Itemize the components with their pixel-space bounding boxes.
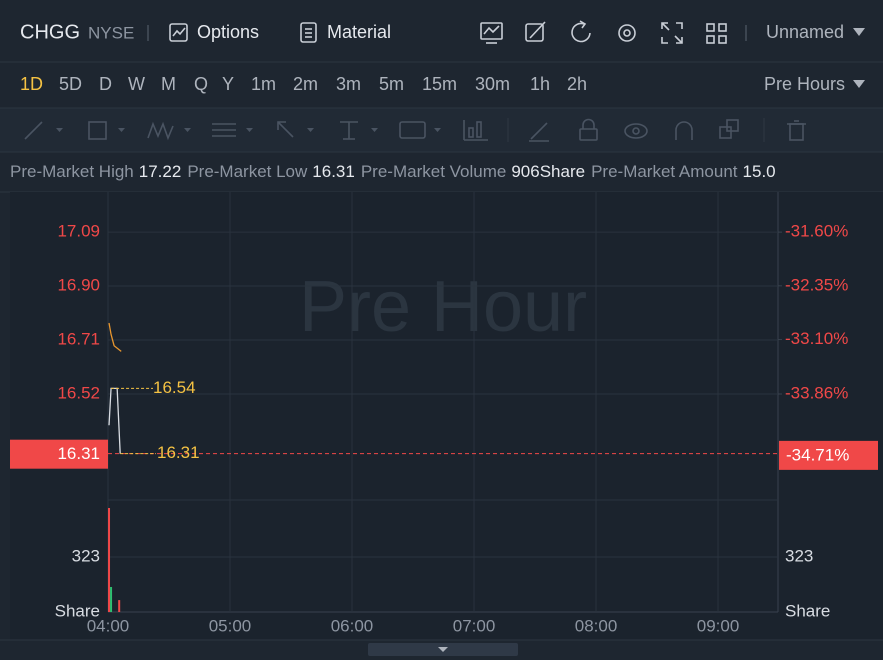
visibility-tool[interactable]	[624, 123, 648, 139]
rect-tool[interactable]	[88, 121, 125, 140]
y-tick-label: 16.52	[57, 384, 100, 403]
timeframe-button[interactable]: Q	[194, 74, 208, 94]
price-line	[108, 322, 122, 352]
x-tick-label: 09:00	[697, 616, 740, 635]
x-tick-label: 08:00	[575, 616, 618, 635]
timeframe-button[interactable]: D	[99, 74, 112, 94]
settings-icon[interactable]	[618, 24, 636, 42]
timeframe-button[interactable]: 1h	[530, 74, 550, 94]
pattern-tool[interactable]	[147, 121, 191, 141]
exchange: NYSE	[88, 23, 134, 42]
current-price-badge	[10, 439, 108, 469]
draw-icon[interactable]	[525, 21, 546, 42]
timeframe-button[interactable]: 1m	[251, 74, 276, 94]
drawing-tools	[24, 118, 806, 142]
y-tick-label: 16.71	[57, 330, 100, 349]
timeframe-button[interactable]: 3m	[336, 74, 361, 94]
timeframe-button[interactable]: M	[161, 74, 176, 94]
chart-area	[10, 192, 883, 640]
session-select[interactable]: Pre Hours	[764, 74, 845, 94]
y2-tick-label: -32.35%	[785, 275, 848, 294]
magnet-tool[interactable]	[675, 121, 693, 140]
volume-bar	[110, 586, 113, 612]
arrow-tool[interactable]	[277, 121, 314, 138]
x-tick-label: 06:00	[331, 616, 374, 635]
y2-tick-label: -33.10%	[785, 329, 848, 348]
layout-name[interactable]: Unnamed	[766, 22, 844, 42]
x-tick-label: 05:00	[209, 616, 252, 635]
line-tool[interactable]	[24, 121, 63, 140]
timeframe-button[interactable]: 5m	[379, 74, 404, 94]
volume-unit: Share	[785, 601, 830, 620]
timeframe-button[interactable]: 5D	[59, 74, 82, 94]
stat-value: 17.22	[139, 162, 182, 181]
timeframe-button[interactable]: 2m	[293, 74, 318, 94]
high-marker-label: 16.54	[153, 378, 196, 397]
stat-value: 15.0	[743, 162, 776, 181]
refresh-icon[interactable]	[571, 20, 591, 43]
volume-tick-label: 323	[785, 547, 813, 566]
dropdown-arrow[interactable]	[853, 28, 865, 36]
options-icon[interactable]	[169, 23, 188, 42]
chart: Pre Hour 04:00 05:00 06:00 07:00 08:00 09:00 17…	[10, 192, 878, 635]
stat-label: Pre-Market High	[10, 162, 134, 181]
x-tick-label: 04:00	[87, 616, 130, 635]
timeframe-row: 1D 5D D W M Q Y 1m 2m 3m 5m 15m 30m 1h 2h	[20, 74, 587, 94]
stats-row: Pre-Market High 17.22 Pre-Market Low 16.31 P…	[10, 162, 776, 181]
stat-label: Pre-Market Volume	[361, 162, 507, 181]
current-change-label: -34.71%	[786, 445, 849, 464]
watermark: Pre Hour	[299, 267, 587, 347]
x-tick-label: 07:00	[453, 616, 496, 635]
volume-unit: Share	[55, 601, 100, 620]
last-marker-label: 16.31	[157, 443, 200, 462]
timeframe-button[interactable]: 2h	[567, 74, 587, 94]
timeframe-button[interactable]: W	[128, 74, 145, 94]
volume-tick-label: 323	[72, 547, 100, 566]
stat-label: Pre-Market Amount	[591, 162, 738, 181]
fib-tool[interactable]	[212, 123, 253, 137]
fullscreen-icon[interactable]	[661, 22, 683, 44]
current-change-badge	[779, 440, 878, 470]
options-button[interactable]: Options	[197, 22, 259, 42]
stat-value: 16.31	[312, 162, 355, 181]
y-tick-label: 16.90	[57, 276, 100, 295]
current-price-label: 16.31	[57, 444, 100, 463]
measure-tool[interactable]	[340, 121, 378, 140]
price-line	[108, 387, 121, 454]
material-button[interactable]: Material	[327, 22, 391, 42]
dropdown-arrow[interactable]	[853, 80, 865, 88]
y2-tick-label: -31.60%	[785, 222, 848, 241]
timeframe-button[interactable]: 15m	[422, 74, 457, 94]
y-tick-label: 17.09	[57, 222, 100, 241]
timeframe-button[interactable]: 30m	[475, 74, 510, 94]
timeframe-button[interactable]: 1D	[20, 74, 43, 94]
volume-tool[interactable]	[463, 120, 488, 141]
layout-icon[interactable]	[706, 23, 727, 44]
timeframe-button[interactable]: Y	[222, 74, 234, 94]
lock-tool[interactable]	[579, 118, 598, 141]
indicator-icon[interactable]	[480, 22, 503, 44]
clone-tool[interactable]	[719, 119, 739, 139]
tool-bar	[0, 108, 883, 152]
stat-value: 906Share	[511, 162, 585, 181]
note-tool[interactable]	[399, 121, 441, 139]
volume-bar	[118, 600, 121, 612]
material-icon[interactable]	[300, 22, 317, 43]
delete-tool[interactable]	[787, 120, 806, 141]
volume-bar	[108, 508, 111, 612]
pen-tool[interactable]	[529, 122, 549, 142]
stat-label: Pre-Market Low	[187, 162, 308, 181]
collapse-arrow[interactable]	[438, 647, 448, 652]
symbol: CHGG	[20, 21, 80, 43]
y2-tick-label: -33.86%	[785, 383, 848, 402]
